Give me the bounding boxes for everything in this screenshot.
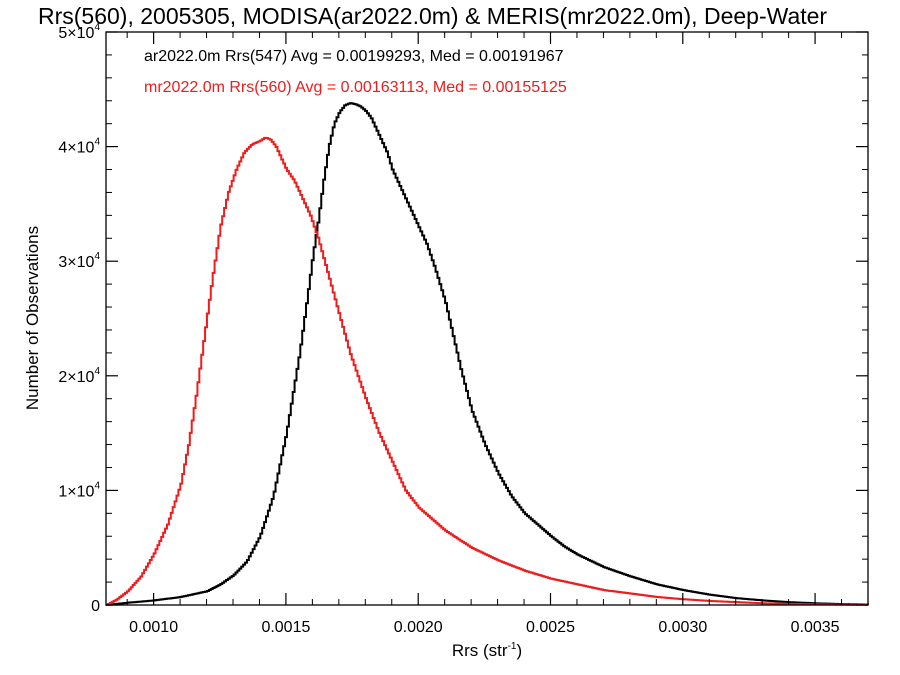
legend-entry-ar2022: ar2022.0m Rrs(547) Avg = 0.00199293, Med… — [144, 48, 564, 65]
y-tick-label: 0 — [91, 598, 100, 615]
series-line-1 — [106, 136, 869, 606]
series-layer — [106, 102, 869, 606]
chart-title: Rrs(560), 2005305, MODISA(ar2022.0m) & M… — [38, 3, 827, 29]
x-tick-label: 0.0020 — [394, 619, 443, 636]
x-axis-ticks: 0.0010 0.0015 0.0020 0.0025 0.0030 0.0035 — [126, 32, 869, 636]
legend-entry-mr2022: mr2022.0m Rrs(560) Avg = 0.00163113, Med… — [144, 79, 567, 96]
y-tick-label: 1×104 — [58, 480, 100, 500]
y-tick-label: 3×104 — [58, 251, 100, 271]
x-tick-label: 0.0010 — [129, 619, 178, 636]
plot-area: 0.0010 0.0015 0.0020 0.0025 0.0030 0.0035 0 1×… — [58, 22, 869, 636]
y-axis-ticks: 0 1×104 2×104 3×104 4×104 5×104 — [58, 22, 868, 615]
x-axis-label: Rrs (str-1) — [452, 641, 522, 660]
x-tick-label: 0.0035 — [791, 619, 840, 636]
y-tick-label: 4×104 — [58, 137, 100, 157]
x-tick-label: 0.0025 — [526, 619, 575, 636]
x-tick-label: 0.0030 — [658, 619, 707, 636]
y-axis-label: Number of Observations — [23, 226, 42, 410]
y-tick-label: 5×104 — [58, 22, 100, 42]
x-tick-label: 0.0015 — [261, 619, 310, 636]
plot-frame — [105, 31, 869, 606]
y-tick-label: 2×104 — [58, 366, 100, 386]
series-line-0 — [106, 102, 869, 606]
